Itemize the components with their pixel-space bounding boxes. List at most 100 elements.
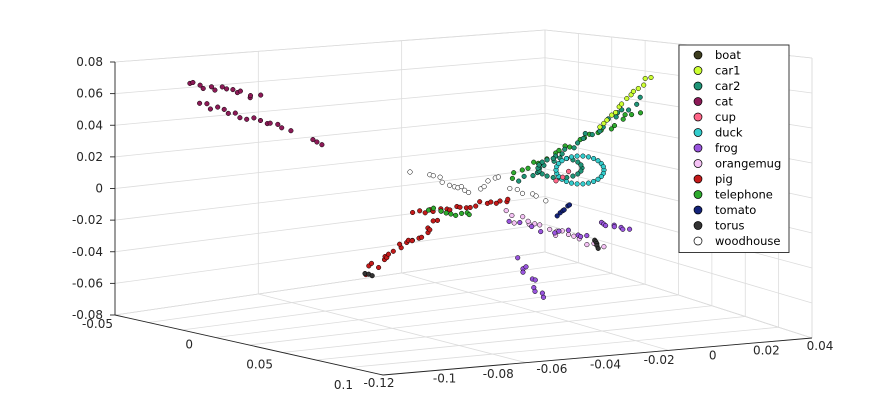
data-point-duck [595,176,601,182]
data-point-woodhouse [519,190,526,196]
z-tick-label: 0.08 [76,55,103,69]
data-point-car1 [648,74,654,81]
data-point-telephone [629,112,635,118]
data-point-woodhouse [447,182,453,188]
data-point-car1 [635,85,641,92]
data-point-telephone [509,175,515,181]
data-point-frog [539,290,545,296]
data-point-pig [493,200,499,206]
data-point-pig [427,227,433,233]
data-point-pig [497,198,503,204]
legend-marker-duck [693,128,703,137]
data-point-car2 [550,174,556,181]
data-point-cat [215,104,221,110]
data-point-duck [559,158,565,164]
data-point-frog [517,219,523,226]
data-point-torus [369,273,375,279]
data-point-woodhouse [466,189,472,196]
data-point-telephone [611,123,618,129]
data-point-frog [523,264,529,270]
legend-marker-boat [693,50,703,60]
data-point-torus [595,245,601,251]
y-tick-label: 0 [185,337,193,351]
data-point-car1 [601,120,607,126]
data-point-car2 [571,145,577,151]
data-point-tomato [561,207,567,213]
data-point-duck [580,153,586,159]
data-point-orangemug [547,226,553,232]
data-point-orangemug [503,208,509,214]
data-point-woodhouse [514,186,520,193]
z-tick-label: -0.06 [72,276,103,290]
data-point-pig [422,210,428,216]
legend-label-cat: cat [715,95,733,109]
data-point-telephone [459,210,465,216]
y-tick-label: -0.05 [82,317,113,331]
data-point-frog [578,234,584,240]
axis-tick-labels: 0.080.060.040.020-0.02-0.04-0.06-0.08-0.… [72,55,833,392]
data-point-woodhouse [495,174,501,180]
legend-marker-tomato [693,205,703,215]
legend-label-frog: frog [715,141,738,155]
data-point-cat [310,137,316,143]
data-point-car1 [613,109,619,116]
data-point-pig [417,208,423,214]
data-point-car2 [582,130,588,137]
data-point-cat [314,139,320,145]
y-tick-label: 0.05 [246,358,273,372]
data-point-cat [258,92,264,98]
data-point-telephone [448,211,454,217]
legend-label-telephone: telephone [715,188,773,202]
x-tick-label: 0 [709,348,717,362]
data-point-cat [267,120,273,126]
data-point-car2 [626,107,632,113]
data-point-car2 [544,157,550,163]
data-point-woodhouse [437,174,443,180]
legend-label-woodhouse: woodhouse [715,234,780,248]
data-point-pig [390,248,396,254]
data-point-frog [603,223,609,229]
data-point-duck [591,178,597,185]
data-point-telephone [608,126,614,132]
data-point-pig [385,251,392,257]
data-point-car2 [562,146,568,152]
data-point-telephone [438,208,444,214]
data-point-tomato [554,213,560,219]
data-point-frog [520,269,526,275]
data-point-orangemug [509,212,515,219]
data-point-cat [251,115,257,121]
data-point-car1 [609,112,615,118]
z-tick-label: 0.04 [76,118,103,132]
data-point-pig [434,217,441,223]
data-point-duck [574,181,580,187]
data-point-telephone [556,147,562,153]
legend-marker-cat [693,97,703,106]
data-point-cat [197,82,203,88]
data-point-telephone [443,210,449,216]
data-point-pig [430,218,436,224]
data-point-cat [247,93,254,99]
data-point-car2 [544,173,550,179]
data-point-pig [473,203,479,209]
data-point-woodhouse [430,173,436,179]
data-point-frog [584,233,590,239]
data-point-car1 [641,82,647,88]
data-point-car2 [521,173,527,179]
legend-label-boat: boat [715,48,741,62]
data-point-duck [568,180,575,186]
data-point-telephone [425,207,432,213]
data-point-car2 [539,171,545,177]
legend-label-car1: car1 [715,64,740,78]
data-point-car2 [536,162,542,168]
data-point-duck [585,180,592,186]
data-point-cat [237,88,243,94]
data-point-cat [207,106,213,112]
data-point-frog [506,218,512,224]
data-point-pig [457,204,463,210]
x-tick-label: 0.02 [753,344,780,358]
data-point-telephone [637,110,644,116]
data-point-telephone [620,116,626,122]
data-point-cat [221,106,227,112]
data-point-pig [467,204,473,211]
